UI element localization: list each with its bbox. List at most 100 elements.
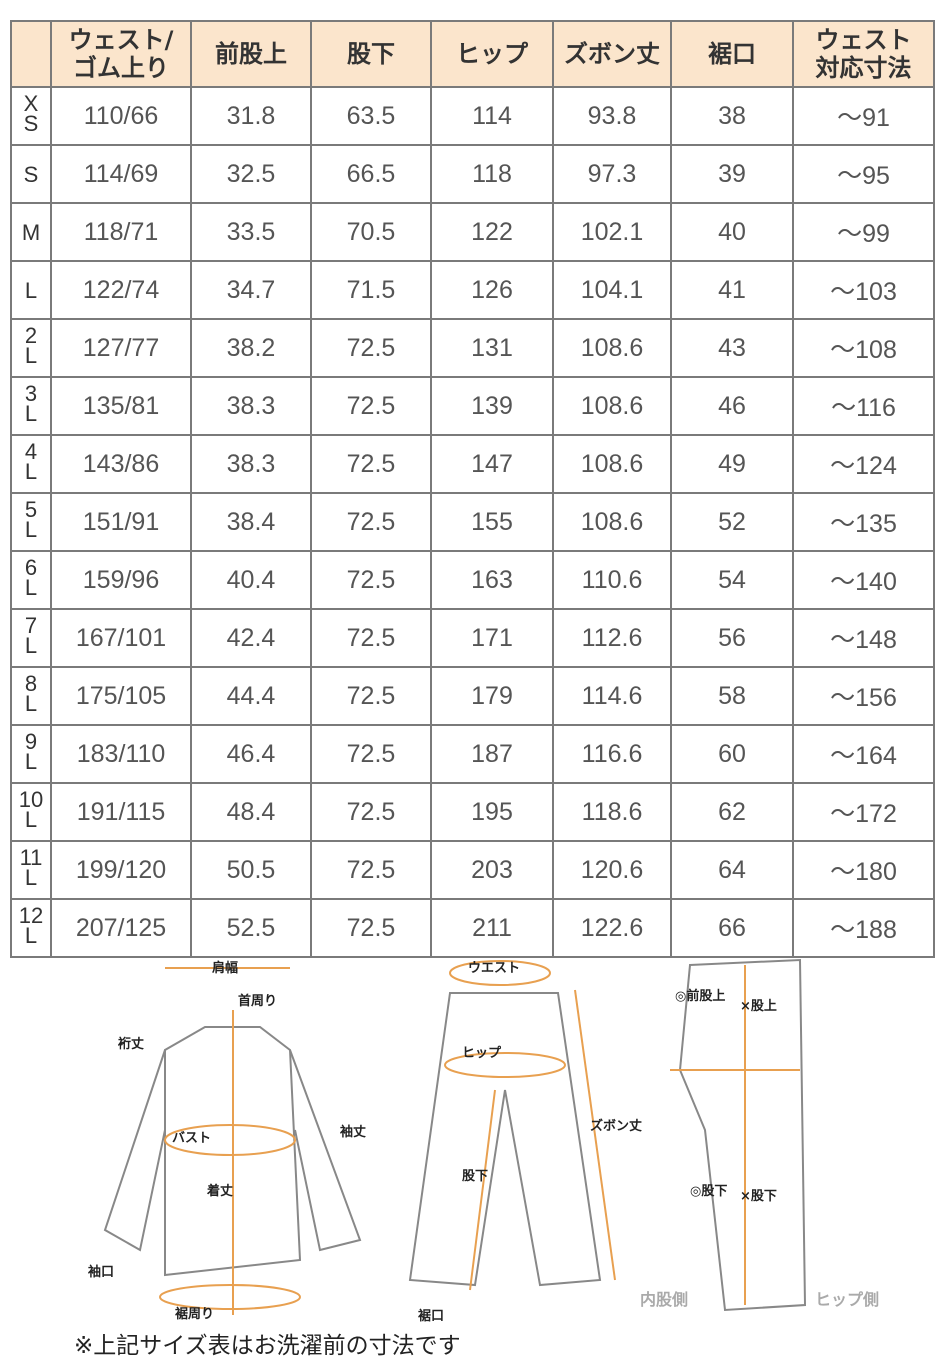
table-cell: 44.4 — [190, 666, 312, 726]
table-cell: 163 — [430, 550, 554, 610]
table-cell: 120.6 — [552, 840, 672, 900]
table-cell: 60 — [670, 724, 794, 784]
size-cell: XS — [10, 86, 52, 146]
table-cell: 122 — [430, 202, 554, 262]
size-label: 2L — [24, 323, 38, 368]
table-cell: 127/77 — [50, 318, 192, 378]
size-label: 10L — [18, 787, 44, 832]
table-cell: 38.3 — [190, 434, 312, 494]
table-cell: 118.6 — [552, 782, 672, 842]
table-cell: 52 — [670, 492, 794, 552]
size-cell: 5L — [10, 492, 52, 552]
table-cell: 72.5 — [310, 840, 432, 900]
table-cell: 171 — [430, 608, 554, 668]
column-header: 股下 — [310, 20, 432, 88]
table-cell: 116.6 — [552, 724, 672, 784]
table-cell: 41 — [670, 260, 794, 320]
table-cell: 72.5 — [310, 318, 432, 378]
table-cell: 108.6 — [552, 492, 672, 552]
table-cell: 72.5 — [310, 608, 432, 668]
size-cell: 2L — [10, 318, 52, 378]
table-cell: 48.4 — [190, 782, 312, 842]
column-header: ズボン丈 — [552, 20, 672, 88]
label-inseam-x: ×股下 — [740, 1189, 777, 1204]
table-row: 3L 135/81 38.3 72.5 139 108.6 46 ～116 — [10, 376, 935, 436]
label-hem: 裾周り — [175, 1306, 214, 1322]
table-cell: 102.1 — [552, 202, 672, 262]
table-row: 11L 199/120 50.5 72.5 203 120.6 64 ～180 — [10, 840, 935, 900]
table-cell: 38.2 — [190, 318, 312, 378]
size-cell: L — [10, 260, 52, 320]
size-cell: 12L — [10, 898, 52, 958]
table-cell: 135/81 — [50, 376, 192, 436]
label-pants-length: ズボン丈 — [590, 1118, 642, 1134]
table-cell: 139 — [430, 376, 554, 436]
table-cell: 56 — [670, 608, 794, 668]
table-cell: 72.5 — [310, 898, 432, 958]
table-cell: 114 — [430, 86, 554, 146]
column-header: ヒップ — [430, 20, 554, 88]
table-row: XS 110/66 31.8 63.5 114 93.8 38 ～91 — [10, 86, 935, 146]
table-cell: ～116 — [792, 376, 935, 436]
table-row: L 122/74 34.7 71.5 126 104.1 41 ～103 — [10, 260, 935, 320]
table-cell: 38.4 — [190, 492, 312, 552]
table-cell: ～164 — [792, 724, 935, 784]
table-row: 5L 151/91 38.4 72.5 155 108.6 52 ～135 — [10, 492, 935, 552]
table-cell: 183/110 — [50, 724, 192, 784]
footnote: ※上記サイズ表はお洗濯前の寸法です — [74, 1333, 461, 1359]
table-cell: 66 — [670, 898, 794, 958]
table-cell: 72.5 — [310, 724, 432, 784]
label-neck: 首周り — [238, 993, 277, 1009]
size-cell: 10L — [10, 782, 52, 842]
size-table: ウェスト/ゴム上り 前股上 股下 ヒップ ズボン丈 裾口 ウェスト 対応寸法 XS 110/66… — [10, 20, 935, 958]
table-row: 7L 167/101 42.4 72.5 171 112.6 56 ～148 — [10, 608, 935, 668]
column-header: ウェスト/ゴム上り — [50, 20, 192, 88]
table-cell: 52.5 — [190, 898, 312, 958]
table-cell: 131 — [430, 318, 554, 378]
table-cell: 118/71 — [50, 202, 192, 262]
size-cell: 4L — [10, 434, 52, 494]
label-length: 着丈 — [206, 1183, 233, 1199]
table-cell: 38.3 — [190, 376, 312, 436]
table-cell: 39 — [670, 144, 794, 204]
table-cell: 110/66 — [50, 86, 192, 146]
table-cell: 66.5 — [310, 144, 432, 204]
label-inseam: 股下 — [462, 1169, 488, 1184]
table-cell: 54 — [670, 550, 794, 610]
label-yuki: 裄丈 — [117, 1036, 144, 1052]
table-cell: 72.5 — [310, 434, 432, 494]
label-hip-side: ヒップ側 — [815, 1290, 879, 1309]
table-cell: 93.8 — [552, 86, 672, 146]
table-cell: 112.6 — [552, 608, 672, 668]
table-row: 10L 191/115 48.4 72.5 195 118.6 62 ～172 — [10, 782, 935, 842]
size-label: 8L — [24, 671, 38, 716]
size-label: XS — [23, 91, 39, 136]
table-cell: ～103 — [792, 260, 935, 320]
size-cell: 7L — [10, 608, 52, 668]
column-header: 裾口 — [670, 20, 794, 88]
table-cell: 114/69 — [50, 144, 192, 204]
table-cell: 110.6 — [552, 550, 672, 610]
size-label: 6L — [24, 555, 38, 600]
table-cell: ～156 — [792, 666, 935, 726]
table-cell: 46.4 — [190, 724, 312, 784]
label-shoulder: 肩幅 — [212, 960, 238, 976]
table-cell: 32.5 — [190, 144, 312, 204]
table-cell: 114.6 — [552, 666, 672, 726]
label-inseam-o: ◎股下 — [690, 1184, 727, 1199]
table-cell: ～91 — [792, 86, 935, 146]
table-cell: ～95 — [792, 144, 935, 204]
table-cell: ～172 — [792, 782, 935, 842]
measure-lines — [159, 960, 800, 1315]
size-cell: 8L — [10, 666, 52, 726]
table-cell: 72.5 — [310, 492, 432, 552]
table-row: 8L 175/105 44.4 72.5 179 114.6 58 ～156 — [10, 666, 935, 726]
label-pants-hem: 裾口 — [418, 1308, 444, 1324]
table-cell: 97.3 — [552, 144, 672, 204]
table-cell: 187 — [430, 724, 554, 784]
table-cell: 104.1 — [552, 260, 672, 320]
table-cell: 40 — [670, 202, 794, 262]
table-cell: 72.5 — [310, 666, 432, 726]
label-rise: ×股上 — [740, 999, 777, 1014]
size-label: 9L — [24, 729, 38, 774]
